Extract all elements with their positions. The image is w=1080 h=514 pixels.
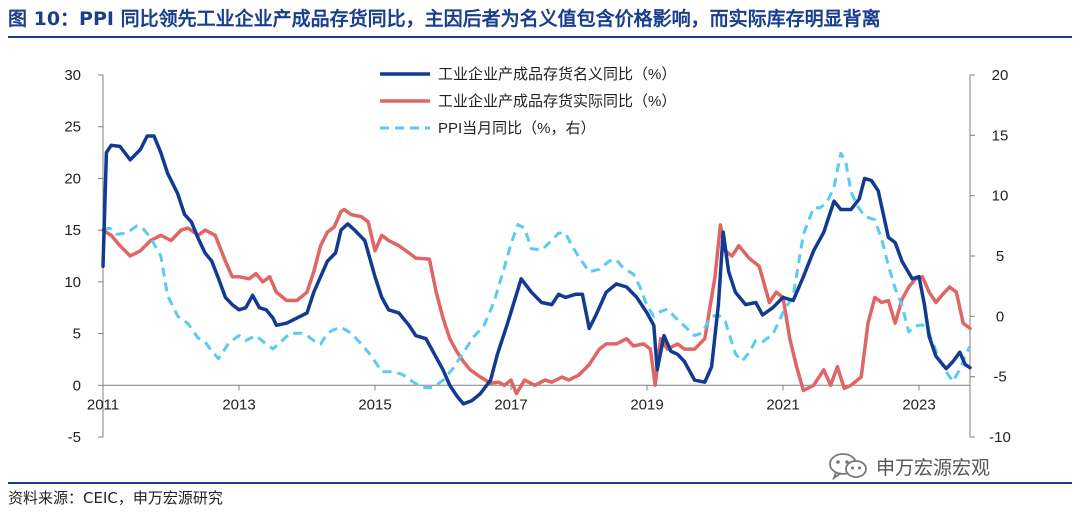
y-right-tick-label: 5 (996, 248, 1004, 265)
x-tick-label: 2017 (494, 396, 527, 413)
legend-label: 工业企业产成品存货实际同比（%） (438, 92, 676, 110)
series-line-ppi (102, 151, 972, 389)
y-left-tick-label: 25 (64, 119, 81, 136)
legend-label: PPI当月同比（%，右） (438, 120, 596, 137)
chart-legend: 工业企业产成品存货名义同比（%） 工业企业产成品存货实际同比（%） PPI当月同比（… (380, 65, 676, 137)
x-tick-label: 2013 (222, 396, 255, 413)
series-line-nominal (101, 134, 972, 406)
watermark: 申万宏源宏观 (828, 450, 990, 482)
y-right-tick-label: 0 (996, 308, 1004, 325)
x-tick-label: 2011 (87, 396, 119, 413)
y-right-tick-label: 10 (992, 188, 1009, 205)
y-left-tick-label: 0 (73, 377, 81, 394)
x-tick-label: 2021 (766, 396, 799, 413)
y-right-tick-label: 20 (992, 67, 1009, 84)
y-left-tick-label: 10 (64, 274, 81, 291)
watermark-text: 申万宏源宏观 (876, 456, 991, 479)
y-right-tick-label: 15 (992, 127, 1009, 144)
y-left-tick-label: -5 (68, 429, 81, 446)
y-left-tick-label: 5 (73, 326, 81, 343)
legend-item-real: 工业企业产成品存货实际同比（%） (380, 92, 676, 110)
series-lines (101, 134, 972, 406)
series-line-real (101, 207, 972, 396)
x-tick-label: 2019 (630, 396, 663, 413)
axes: -5 0 5 10 15 20 25 30 -10 -5 0 5 10 15 20 2011 2013 2015 2… (64, 67, 1011, 446)
title-divider (8, 36, 1072, 38)
y-left-tick-label: 20 (64, 170, 81, 187)
legend-label: 工业企业产成品存货名义同比（%） (438, 65, 676, 83)
page-title: 图 10：PPI 同比领先工业企业产成品存货同比，主因后者为名义值包含价格影响，… (8, 8, 881, 30)
y-right-tick-label: -10 (989, 429, 1011, 446)
wechat-icon (829, 453, 867, 480)
source-note: 资料来源：CEIC，申万宏源研究 (8, 489, 223, 507)
legend-item-nominal: 工业企业产成品存货名义同比（%） (380, 65, 676, 83)
x-tick-label: 2015 (358, 396, 391, 413)
legend-item-ppi: PPI当月同比（%，右） (380, 120, 596, 137)
y-right-tick-label: -5 (993, 369, 1006, 386)
y-left-tick-label: 30 (64, 67, 81, 84)
line-chart: -5 0 5 10 15 20 25 30 -10 -5 0 5 10 15 20 2011 2013 2015 2… (64, 65, 1011, 446)
x-tick-label: 2023 (902, 396, 935, 413)
y-left-tick-label: 15 (64, 222, 81, 239)
footer-divider (8, 482, 1072, 484)
